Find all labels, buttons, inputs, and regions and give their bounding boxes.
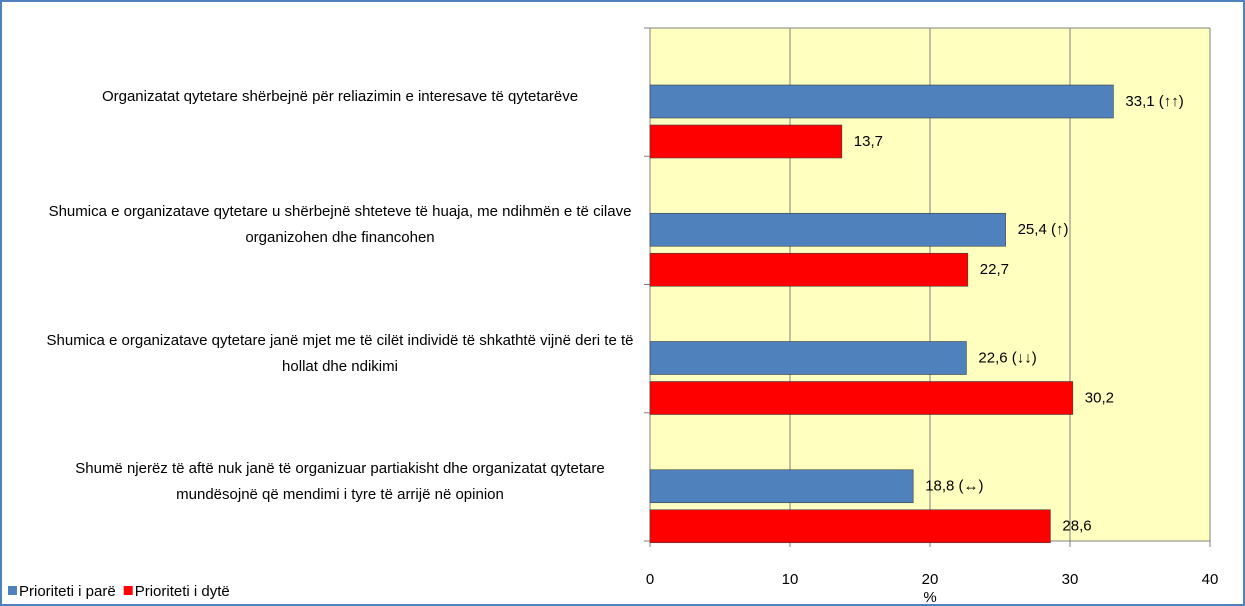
category-label: Shumica e organizatave qytetare u shërbe… <box>48 203 632 247</box>
legend-label: Prioriteti i parë <box>19 583 116 600</box>
x-tick-label: 0 <box>646 571 654 588</box>
legend-swatch <box>8 586 17 595</box>
legend-swatch <box>123 586 133 595</box>
bar <box>649 84 1114 119</box>
bar <box>649 341 967 375</box>
bar <box>649 509 1051 544</box>
data-label: 22,6 (↓↓) <box>978 349 1036 366</box>
data-label: 18,8 (↔) <box>925 478 983 495</box>
data-label: 22,7 <box>980 261 1009 278</box>
bar <box>649 124 843 159</box>
data-label: 30,2 <box>1085 389 1114 406</box>
category-label: Shumica e organizatave qytetare janë mje… <box>46 331 634 375</box>
data-label: 13,7 <box>854 133 883 150</box>
data-label: 33,1 (↑↑) <box>1125 93 1183 110</box>
x-tick-label: 20 <box>922 571 939 588</box>
bar <box>649 381 1074 415</box>
category-label: Shumë njerëz të aftë nuk janë të organiz… <box>75 459 605 503</box>
bar <box>649 469 914 504</box>
x-axis-label: % <box>923 589 936 606</box>
data-label: 25,4 (↑) <box>1018 221 1069 238</box>
category-label: Organizatat qytetare shërbejnë për relia… <box>101 88 579 105</box>
legend-label: Prioriteti i dytë <box>135 583 230 600</box>
bar <box>649 252 969 287</box>
bar <box>649 212 1006 247</box>
x-tick-label: 10 <box>782 571 799 588</box>
x-tick-label: 40 <box>1202 571 1219 588</box>
data-label: 28,6 <box>1062 518 1091 535</box>
x-tick-label: 30 <box>1062 571 1079 588</box>
